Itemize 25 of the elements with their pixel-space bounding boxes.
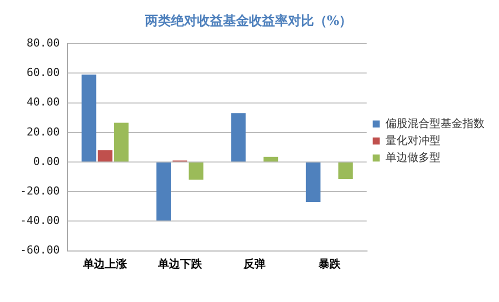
bar: [338, 162, 353, 180]
bar: [114, 122, 129, 162]
x-tick-label: 暴跌: [317, 257, 342, 270]
y-tick-label: 20.00: [26, 125, 60, 138]
y-tick-label: 60.00: [26, 66, 60, 80]
legend-label: 偏股混合型基金指数: [385, 116, 484, 130]
y-tick-label: -20.00: [20, 184, 60, 198]
bar: [306, 162, 320, 202]
x-tick-label: 单边上涨: [82, 257, 128, 270]
bar: [264, 156, 278, 162]
bar: [156, 162, 171, 220]
y-tick-label: 40.00: [26, 96, 60, 109]
x-tick-label: 单边下跌: [156, 257, 203, 270]
y-tick-label: 80.00: [26, 36, 60, 50]
bar: [98, 150, 112, 162]
y-tick-label: 0.00: [33, 154, 60, 168]
bar: [188, 162, 204, 180]
y-tick-label: -60.00: [20, 244, 60, 257]
legend-label: 量化对冲型: [385, 134, 440, 147]
x-tick-label: 反弹: [242, 257, 266, 270]
bar: [82, 74, 96, 162]
legend-label: 单边做多型: [385, 150, 440, 164]
bar: [231, 113, 246, 162]
y-tick-label: -40.00: [20, 214, 60, 228]
chart-title: 两类绝对收益基金收益率对比（%）: [144, 13, 352, 30]
